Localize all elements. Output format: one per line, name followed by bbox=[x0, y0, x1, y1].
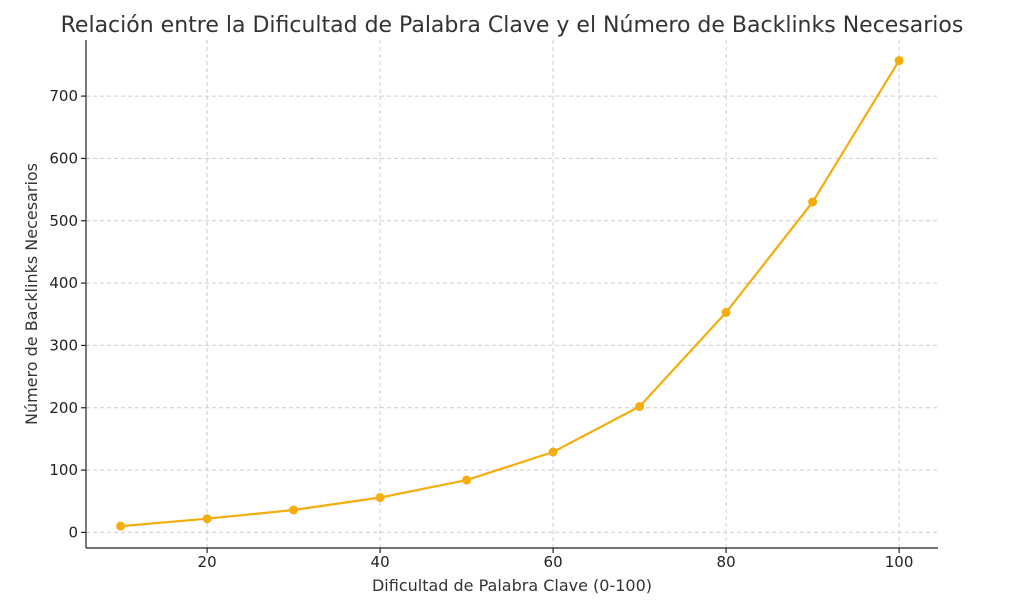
chart-title: Relación entre la Dificultad de Palabra … bbox=[61, 13, 964, 38]
x-tick-label: 20 bbox=[198, 553, 217, 571]
y-tick-label: 600 bbox=[49, 149, 78, 167]
data-point bbox=[375, 493, 385, 503]
data-point bbox=[462, 475, 472, 485]
data-point bbox=[635, 402, 645, 412]
y-tick-label: 400 bbox=[49, 274, 78, 292]
series-layer bbox=[116, 56, 904, 531]
x-tick-label: 60 bbox=[544, 553, 563, 571]
data-point bbox=[894, 56, 904, 66]
data-point bbox=[808, 197, 818, 207]
y-tick-label: 0 bbox=[68, 523, 78, 541]
x-tick-label: 40 bbox=[371, 553, 390, 571]
x-axis-label: Dificultad de Palabra Clave (0-100) bbox=[372, 576, 652, 595]
y-tick-label: 200 bbox=[49, 399, 78, 417]
y-tick-label: 300 bbox=[49, 336, 78, 354]
y-tick-label: 100 bbox=[49, 461, 78, 479]
data-point bbox=[289, 505, 299, 515]
y-tick-label: 500 bbox=[49, 212, 78, 230]
data-point bbox=[548, 447, 558, 457]
series-line bbox=[120, 60, 901, 528]
data-point bbox=[202, 514, 212, 524]
axes-layer: 20 40 60 80 100 0 100 200 300 400 500 600 700 bbox=[49, 40, 938, 571]
y-tick-label: 700 bbox=[49, 87, 78, 105]
data-point bbox=[721, 307, 731, 317]
x-tick-label: 80 bbox=[717, 553, 736, 571]
y-axis-label: Número de Backlinks Necesarios bbox=[22, 163, 41, 425]
x-tick-label: 100 bbox=[885, 553, 914, 571]
data-point bbox=[116, 521, 126, 531]
grid-layer bbox=[86, 40, 938, 548]
